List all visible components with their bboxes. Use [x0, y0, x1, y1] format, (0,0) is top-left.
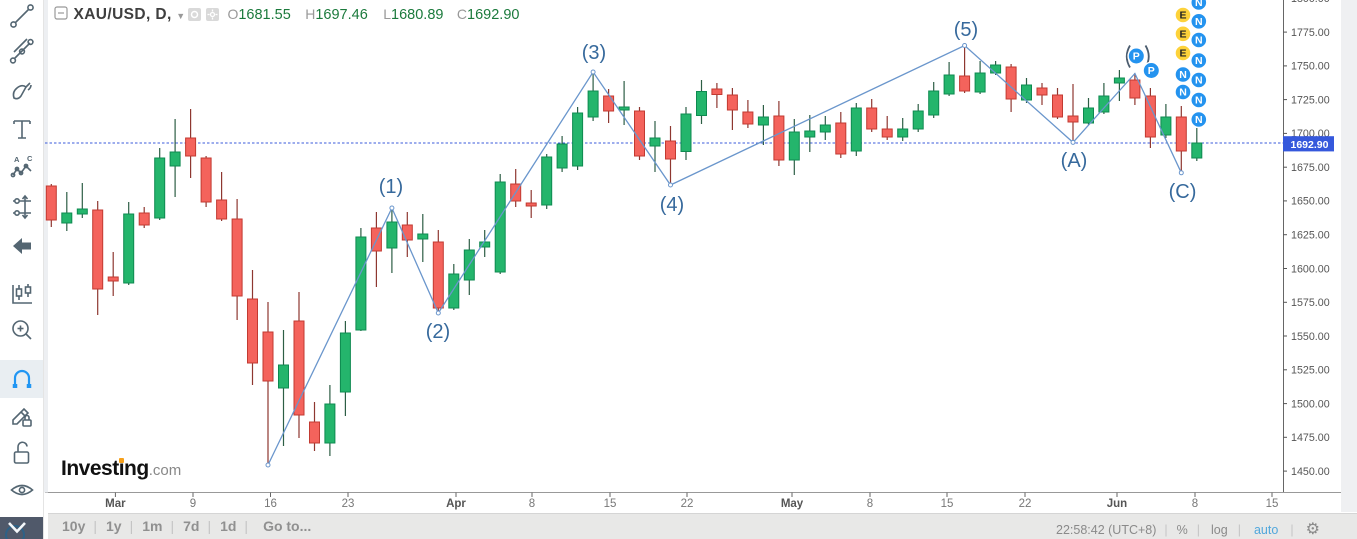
svg-text:1800.00: 1800.00 [1291, 0, 1330, 5]
svg-text:N: N [1195, 114, 1203, 126]
svg-text:(2): (2) [426, 321, 450, 343]
svg-text:N: N [1195, 0, 1203, 9]
svg-text:P: P [1133, 51, 1140, 63]
svg-text:Mar: Mar [105, 498, 126, 510]
svg-text:(A): (A) [1061, 150, 1088, 172]
svg-text:N: N [1195, 16, 1203, 28]
svg-text:9: 9 [190, 498, 196, 510]
svg-text:1692.90: 1692.90 [1291, 139, 1329, 151]
svg-text:1750.00: 1750.00 [1291, 61, 1330, 73]
svg-text:1450.00: 1450.00 [1291, 466, 1330, 478]
svg-text:1675.00: 1675.00 [1291, 162, 1330, 174]
svg-text:N: N [1195, 95, 1203, 107]
svg-text:Apr: Apr [446, 498, 466, 510]
svg-text:1575.00: 1575.00 [1291, 297, 1330, 309]
svg-text:1600.00: 1600.00 [1291, 263, 1330, 275]
svg-text:16: 16 [264, 498, 277, 510]
svg-text:N: N [1179, 69, 1187, 81]
svg-text:E: E [1179, 28, 1186, 40]
svg-text:E: E [1179, 10, 1186, 22]
svg-text:22: 22 [1019, 498, 1032, 510]
svg-text:15: 15 [941, 498, 954, 510]
svg-text:1625.00: 1625.00 [1291, 230, 1330, 242]
svg-text:A: A [14, 155, 20, 164]
svg-text:(4): (4) [660, 194, 684, 216]
svg-text:1725.00: 1725.00 [1291, 94, 1330, 106]
svg-text:May: May [781, 498, 804, 510]
svg-text:(3): (3) [582, 42, 606, 64]
svg-text:(5): (5) [954, 19, 978, 41]
svg-text:N: N [1179, 87, 1187, 99]
svg-text:1550.00: 1550.00 [1291, 331, 1330, 343]
svg-text:1500.00: 1500.00 [1291, 398, 1330, 410]
svg-text:1650.00: 1650.00 [1291, 196, 1330, 208]
svg-text:15: 15 [1266, 498, 1279, 510]
svg-text:8: 8 [867, 498, 873, 510]
svg-text:C: C [27, 154, 33, 163]
svg-text:22: 22 [681, 498, 694, 510]
svg-text:1475.00: 1475.00 [1291, 432, 1330, 444]
svg-text:8: 8 [529, 498, 535, 510]
svg-text:P: P [1148, 65, 1155, 77]
svg-text:(C): (C) [1169, 181, 1197, 203]
svg-text:15: 15 [604, 498, 617, 510]
svg-text:23: 23 [342, 498, 355, 510]
svg-text:1775.00: 1775.00 [1291, 27, 1330, 39]
svg-text:N: N [1195, 35, 1203, 47]
svg-text:1525.00: 1525.00 [1291, 365, 1330, 377]
svg-text:(1): (1) [379, 176, 403, 198]
svg-text:E: E [1179, 48, 1186, 60]
svg-text:N: N [1195, 75, 1203, 87]
svg-text:N: N [1195, 55, 1203, 67]
svg-text:Jun: Jun [1107, 498, 1127, 510]
svg-text:8: 8 [1192, 498, 1198, 510]
